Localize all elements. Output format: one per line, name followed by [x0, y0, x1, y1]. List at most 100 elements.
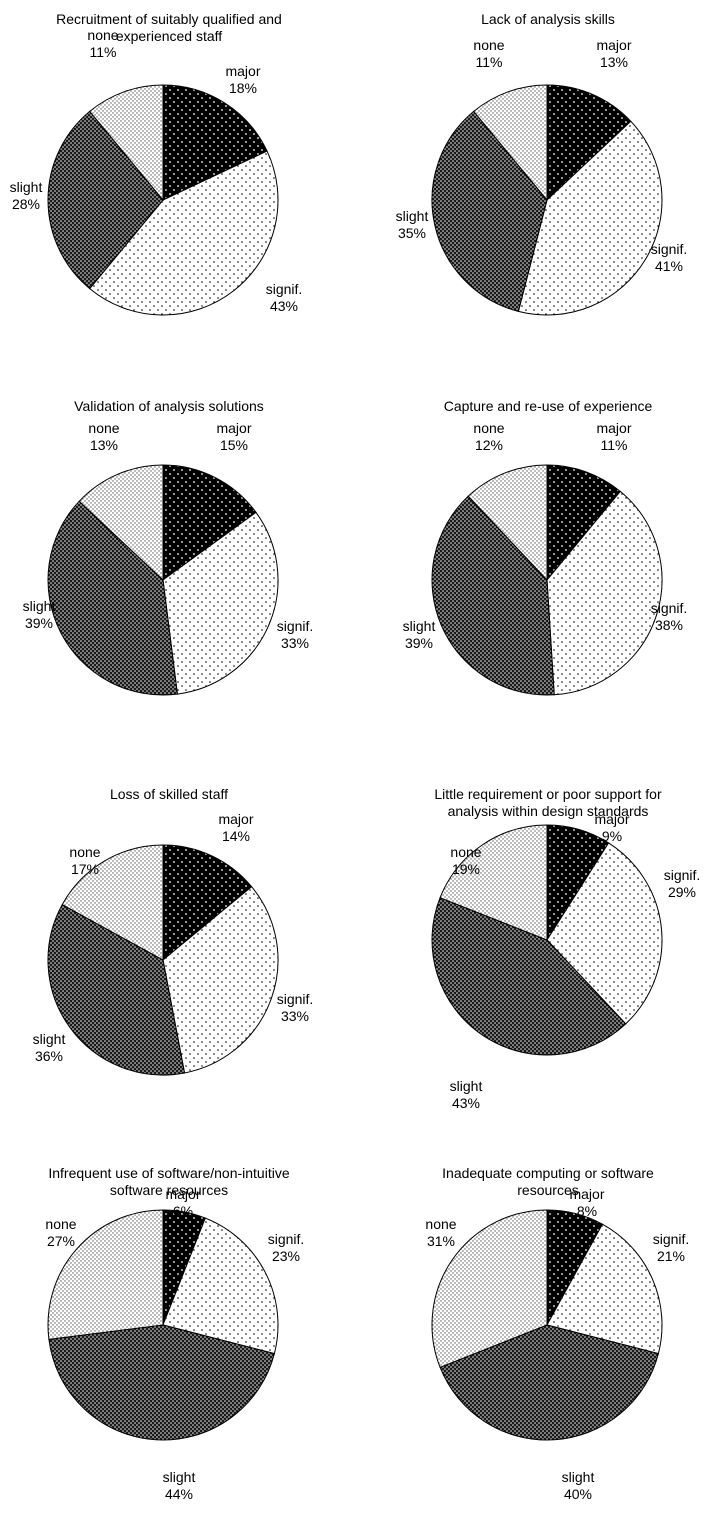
slice-value-major: 15% [220, 437, 248, 453]
pie-slice-slight [431, 897, 627, 1056]
chart-title: Infrequent use of software/non-intuitive [48, 1165, 289, 1181]
slice-label-major: major [569, 1186, 604, 1202]
pie-slice-major [546, 84, 632, 202]
slice-label-major: major [225, 63, 260, 79]
slice-label-none: none [88, 420, 119, 436]
slice-label-slight: slight [403, 618, 436, 634]
slice-label-none: none [45, 1216, 76, 1232]
slice-value-major: 9% [602, 828, 622, 844]
pie-slice-signif [546, 490, 663, 696]
slice-label-none: none [425, 1216, 456, 1232]
pie-slice-signif [162, 511, 279, 695]
pie-slice-signif [517, 120, 663, 316]
slice-value-slight: 44% [165, 1486, 193, 1502]
chart-title: Inadequate computing or software [442, 1165, 654, 1181]
slice-label-signif: signif. [651, 241, 688, 257]
slice-value-major: 18% [229, 80, 257, 96]
chart-title: software resources [110, 1182, 228, 1198]
pie-slice-none [61, 844, 164, 961]
pie-slice-slight [47, 110, 164, 290]
slice-label-slight: slight [10, 179, 43, 195]
slice-label-major: major [594, 811, 629, 827]
pie-slice-signif [546, 1223, 663, 1355]
slice-label-major: major [216, 420, 251, 436]
slice-label-signif: signif. [268, 1231, 305, 1247]
pie-slice-slight [47, 500, 178, 696]
slice-value-none: 11% [476, 54, 503, 70]
pie-slice-slight [431, 110, 548, 312]
pie-slice-major [162, 464, 257, 581]
slice-value-signif: 43% [270, 298, 298, 314]
slice-value-major: 14% [222, 828, 250, 844]
pie-chart-1: Recruitment of suitably qualified andexp… [10, 11, 303, 316]
pie-slice-none [431, 1209, 548, 1368]
slice-label-signif: signif. [277, 618, 314, 634]
slice-label-none: none [473, 37, 504, 53]
pie-slice-none [439, 824, 548, 941]
slice-label-signif: signif. [266, 281, 303, 297]
slice-value-signif: 33% [281, 635, 309, 651]
slice-label-major: major [596, 420, 631, 436]
slice-label-signif: signif. [664, 867, 701, 883]
slice-label-major: major [218, 811, 253, 827]
pie-slice-major [162, 844, 253, 962]
slice-value-signif: 29% [668, 884, 696, 900]
chart-title: Capture and re-use of experience [444, 398, 653, 414]
pie-chart-3: Validation of analysis solutions major15%… [23, 398, 314, 696]
slice-value-signif: 23% [272, 1248, 300, 1264]
pie-slice-signif [88, 150, 279, 316]
slice-value-signif: 41% [655, 258, 683, 274]
slice-value-slight: 39% [25, 615, 53, 631]
pie-chart-4: Capture and re-use of experience major11%… [403, 398, 687, 696]
slice-value-major: 13% [600, 54, 628, 70]
pie-slice-none [472, 84, 548, 202]
pie-slice-slight [48, 1324, 275, 1441]
pie-chart-6: Little requirement or poor support foran… [431, 786, 701, 1111]
slice-value-slight: 35% [398, 225, 426, 241]
slice-label-signif: signif. [653, 1231, 690, 1247]
pie-chart-7: Infrequent use of software/non-intuitive… [45, 1165, 304, 1502]
pie-slice-signif [546, 842, 663, 1025]
pie-slice-signif [162, 885, 279, 1074]
chart-title: experienced staff [116, 28, 222, 44]
slice-value-signif: 38% [655, 617, 683, 633]
chart-title: Loss of skilled staff [110, 786, 228, 802]
pie-slice-slight [47, 903, 186, 1076]
slice-label-none: none [69, 844, 100, 860]
pie-slice-none [47, 1209, 164, 1340]
slice-label-slight: slight [396, 208, 429, 224]
chart-title: Recruitment of suitably qualified and [56, 11, 282, 27]
slice-value-none: 11% [90, 44, 117, 60]
slice-value-none: 19% [452, 861, 480, 877]
pie-slice-signif [162, 1217, 279, 1355]
slice-label-slight: slight [33, 1031, 66, 1047]
slice-label-none: none [87, 27, 118, 43]
slice-value-slight: 28% [12, 196, 40, 212]
pie-slice-major [546, 464, 622, 582]
pie-slice-slight [431, 495, 555, 696]
pie-slice-slight [439, 1324, 659, 1441]
chart-title: analysis within design standards [448, 803, 649, 819]
slice-value-none: 13% [90, 437, 118, 453]
slice-label-none: none [473, 420, 504, 436]
slice-value-slight: 39% [405, 635, 433, 651]
slice-value-major: 11% [601, 437, 628, 453]
chart-title: Lack of analysis skills [481, 11, 615, 27]
pie-slice-none [467, 464, 548, 582]
slice-value-none: 17% [71, 861, 99, 877]
slice-label-none: none [450, 844, 481, 860]
pie-slice-major [162, 84, 268, 201]
slice-label-slight: slight [562, 1469, 595, 1485]
chart-title: Validation of analysis solutions [74, 398, 264, 414]
pie-slice-none [88, 84, 164, 202]
slice-value-major: 8% [577, 1203, 597, 1219]
slice-value-none: 27% [47, 1233, 75, 1249]
slice-value-signif: 21% [657, 1248, 685, 1264]
slice-value-slight: 43% [452, 1095, 480, 1111]
slice-label-major: major [596, 37, 631, 53]
slice-value-signif: 33% [281, 1008, 309, 1024]
pie-slice-none [78, 464, 164, 582]
